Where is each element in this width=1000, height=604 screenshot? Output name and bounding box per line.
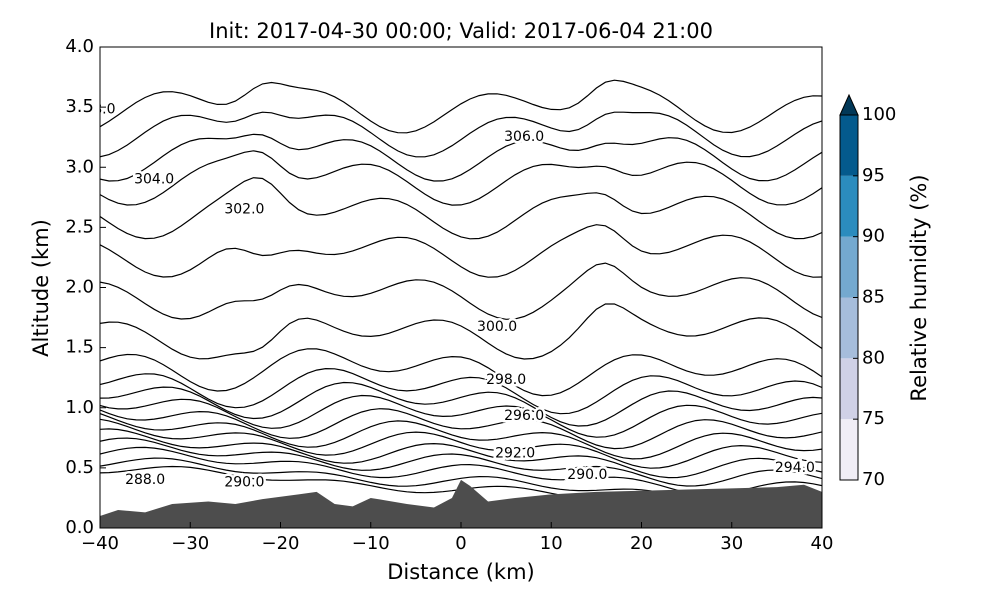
colorbar-tick-label: 80 [862,347,885,368]
x-tick-label: −40 [81,533,119,554]
colorbar-tick-label: 95 [862,165,885,186]
contour-line [100,133,822,182]
contour-line [100,413,822,460]
x-tick-label: −20 [262,533,300,554]
y-tick-label: 4.0 [65,36,94,57]
contour-label: 302.0 [224,201,264,217]
colorbar-swatch [840,358,858,420]
colorbar-swatch [840,297,858,359]
x-tick-label: 10 [540,533,563,554]
x-tick-label: −30 [171,533,209,554]
colorbar-tick-label: 100 [862,104,896,125]
contour-label: 298.0 [486,372,526,388]
contour-label: 294.0 [775,460,815,476]
y-tick-label: 0.5 [65,457,94,478]
contour-line [100,367,822,415]
contour-label: 300.0 [477,319,517,335]
contour-line [100,224,822,278]
contour-label: 290.0 [224,474,264,490]
y-tick-label: 1.0 [65,397,94,418]
contour-label: 290.0 [567,467,607,483]
x-tick-label: 40 [811,533,834,554]
x-tick-label: 20 [630,533,653,554]
y-tick-label: 3.5 [65,96,94,117]
y-tick-label: 1.5 [65,337,94,358]
colorbar-tick-label: 90 [862,226,885,247]
colorbar-swatch [840,236,858,298]
colorbar-swatch [840,175,858,237]
x-axis-label: Distance (km) [387,560,535,584]
x-tick-label: 30 [720,533,743,554]
colorbar-tick-label: 85 [862,287,885,308]
contour-label: 292.0 [495,445,535,461]
colorbar-tick-label: 70 [862,469,885,490]
contour-label: 306.0 [504,129,544,145]
colorbar-tick-label: 75 [862,408,885,429]
contour-line [100,79,822,134]
contour-label: 288.0 [125,472,165,488]
contour-line [100,150,822,206]
contour-line [100,303,822,360]
contour-line [100,394,822,438]
contour-line [100,428,822,479]
terrain [100,479,822,528]
contour-line [100,437,822,487]
contour-line [100,418,822,469]
colorbar-extend [839,93,859,116]
colorbar-swatch [840,419,858,480]
contour-label: 304.0 [134,171,174,187]
y-axis-label: Altitude (km) [29,219,53,357]
contour-line [100,177,822,240]
colorbar-swatch [840,115,858,176]
contour-line [100,348,822,397]
y-tick-label: 0.0 [65,517,94,538]
contour-label: 298.0 [75,102,115,118]
y-tick-label: 2.0 [65,277,94,298]
contour-line [100,381,822,427]
contour-label: 296.0 [504,408,544,424]
contour-line [100,111,822,158]
colorbar-label: Relative humidity (%) [907,174,931,401]
x-tick-label: 0 [455,533,466,554]
contour-line [100,408,822,450]
chart-title: Init: 2017-04-30 00:00; Valid: 2017-06-0… [209,19,713,43]
plot-area: 298.0 306.0 304.0 302.0 300.0 298.0 296.0 292.0… [75,79,822,528]
x-tick-label: −10 [352,533,390,554]
y-tick-label: 2.5 [65,216,94,237]
contour-line [100,262,822,320]
y-tick-label: 3.0 [65,156,94,177]
